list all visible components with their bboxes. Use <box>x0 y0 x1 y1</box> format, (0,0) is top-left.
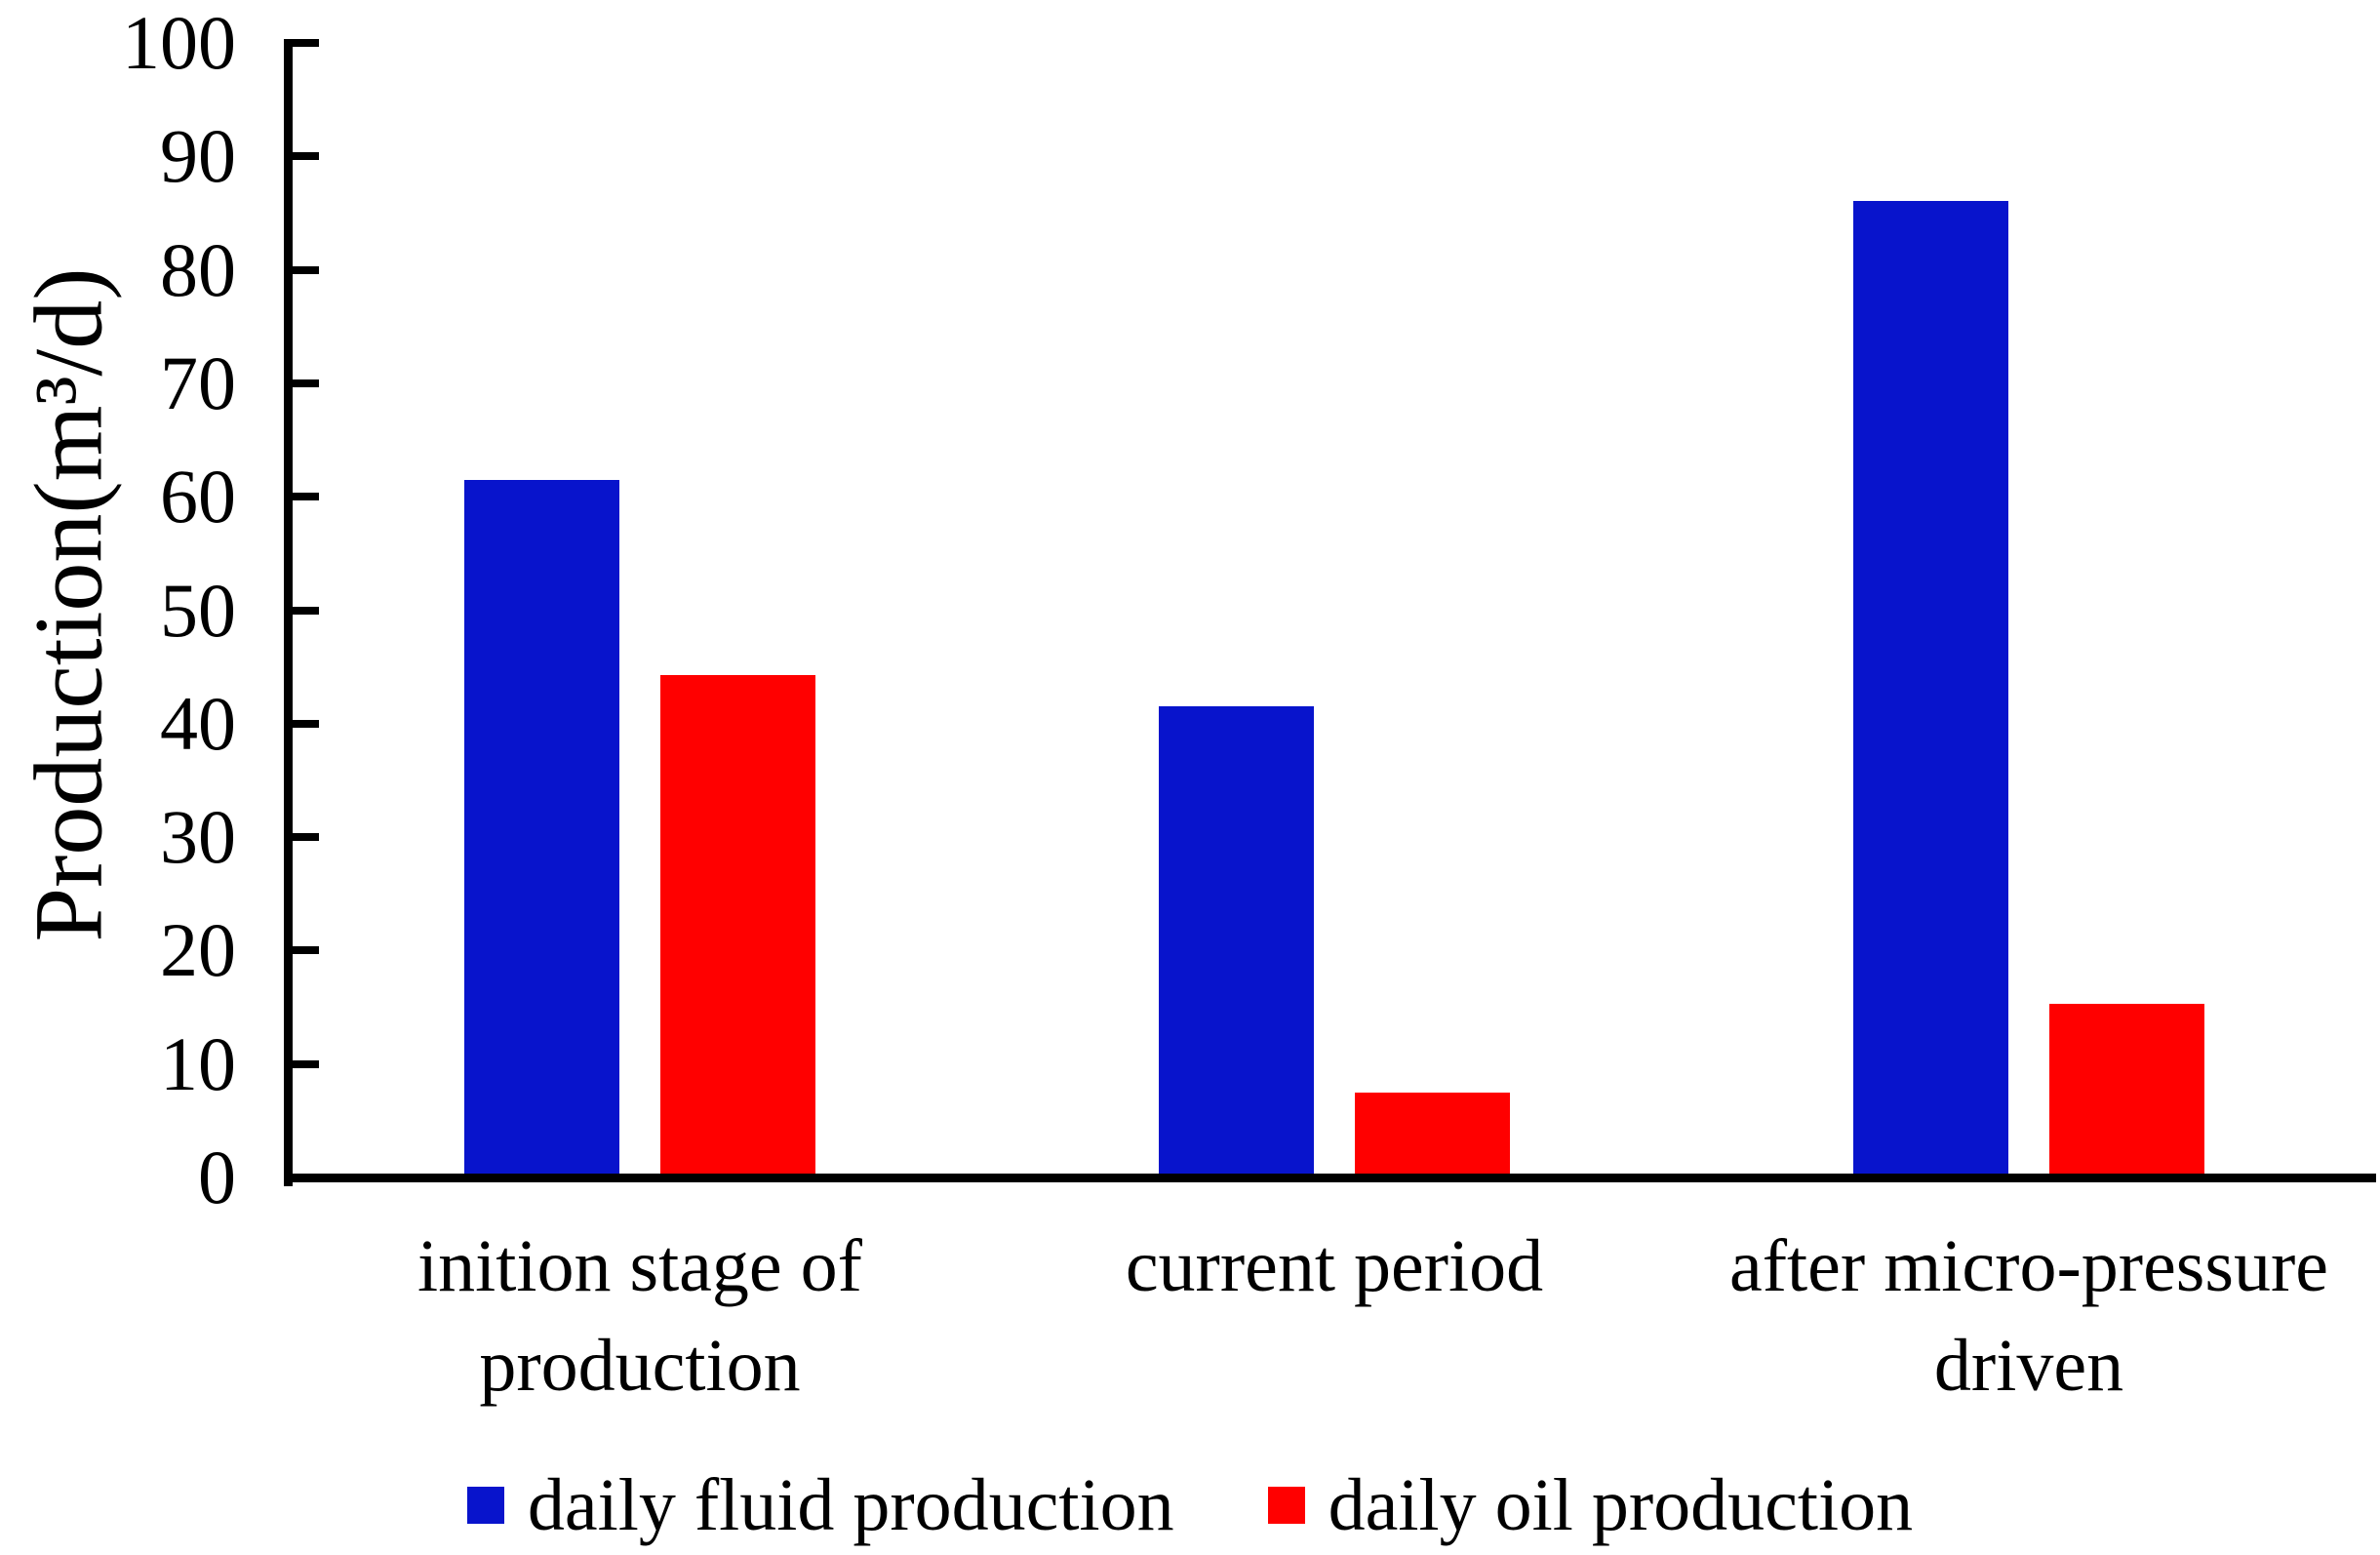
bar-daily-oil-production <box>660 674 815 1177</box>
y-tick-mark <box>293 152 319 161</box>
x-category-label-line: after micro-pressure <box>1728 1225 2329 1307</box>
legend-label: daily fluid production <box>527 1464 1174 1546</box>
x-category-label-line: driven <box>1933 1325 2124 1407</box>
y-tick-label: 0 <box>198 1135 236 1219</box>
bar-daily-oil-production <box>1355 1092 1510 1177</box>
y-tick-mark <box>293 833 319 842</box>
y-axis-line <box>284 39 293 1186</box>
y-tick-label: 40 <box>160 680 236 766</box>
y-tick-label: 20 <box>160 907 236 993</box>
legend: daily fluid production daily oil producti… <box>0 1466 2380 1544</box>
legend-item: daily oil production <box>1267 1464 1914 1546</box>
y-tick-label: 80 <box>160 226 236 312</box>
y-tick-mark <box>293 493 319 501</box>
y-tick-label: 30 <box>160 794 236 880</box>
x-category-label: after micro-pressure driven <box>1729 1216 2328 1415</box>
x-category-label-line: current period <box>1125 1225 1544 1307</box>
y-tick-label: 100 <box>122 0 236 85</box>
y-tick-mark <box>293 946 319 955</box>
bar-daily-fluid-production <box>464 479 619 1177</box>
y-tick-label: 60 <box>160 454 236 539</box>
bar-daily-fluid-production <box>1159 706 1314 1177</box>
bar-daily-oil-production <box>2049 1004 2204 1177</box>
y-tick-mark <box>293 379 319 387</box>
x-axis-line <box>284 1174 2376 1182</box>
legend-item: daily fluid production <box>466 1464 1174 1546</box>
y-tick-label: 50 <box>160 567 236 653</box>
legend-swatch-daily-oil-production <box>1267 1487 1305 1524</box>
y-tick-mark <box>293 39 319 47</box>
bar-daily-fluid-production <box>1853 200 2008 1177</box>
y-tick-mark <box>293 1059 319 1068</box>
x-category-label: inition stage of production <box>417 1216 862 1415</box>
x-category-label-line: inition stage of <box>417 1225 862 1307</box>
y-tick-mark <box>293 606 319 615</box>
y-tick-label: 10 <box>160 1020 236 1106</box>
y-tick-mark <box>293 719 319 728</box>
legend-label: daily oil production <box>1328 1464 1914 1546</box>
legend-swatch-daily-fluid-production <box>466 1487 504 1524</box>
y-tick-label: 70 <box>160 339 236 425</box>
x-category-label: current period <box>1126 1216 1543 1316</box>
x-category-label-line: production <box>479 1325 801 1407</box>
y-tick-label: 90 <box>160 113 236 199</box>
y-tick-mark <box>293 265 319 274</box>
